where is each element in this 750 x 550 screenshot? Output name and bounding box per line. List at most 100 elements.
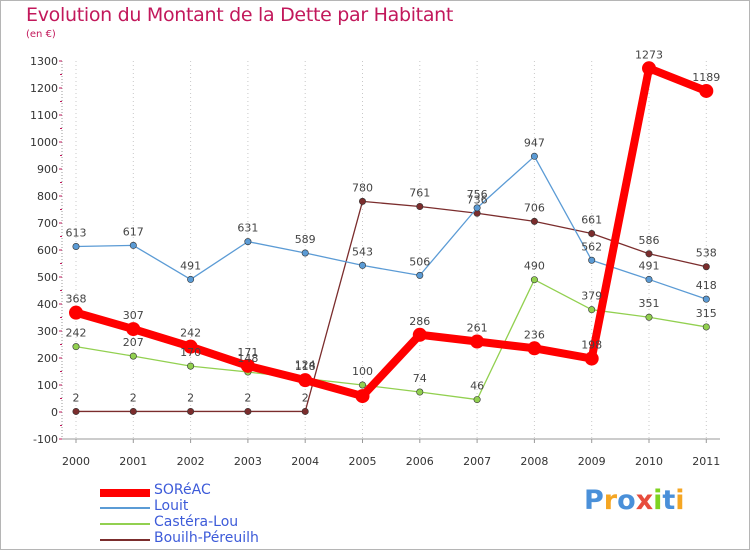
data-label-soreac-2003: 171 (237, 346, 258, 359)
data-point-castera-lou-2005 (358, 381, 366, 389)
data-label-louit-2000: 613 (66, 226, 87, 239)
data-point-soreac-2001 (126, 322, 141, 337)
proxiti-logo: Proxiti (584, 485, 685, 516)
logo-letter: t (662, 485, 676, 516)
y-tick-label: 500 (37, 271, 58, 284)
data-point-bouilh-pereuilh-2011 (702, 263, 710, 271)
data-point-castera-lou-2000 (72, 343, 80, 351)
data-label-louit-2003: 631 (237, 222, 258, 235)
x-tick-label: 2009 (578, 455, 606, 468)
axis-layer: -100 0 100 200 300 400 500 600 700 800 900 1000 1100… (30, 55, 720, 468)
data-label-bouilh-pereuilh-2006: 761 (409, 187, 430, 200)
data-label-soreac-2010: 1273 (635, 48, 663, 61)
data-point-soreac-2003 (240, 358, 255, 373)
series-layer (69, 61, 714, 415)
x-tick-label: 2003 (234, 455, 262, 468)
y-tick-label: 1200 (30, 82, 58, 95)
y-tick-label: 400 (37, 298, 58, 311)
data-label-louit-2011: 418 (696, 279, 717, 292)
data-label-louit-2005: 543 (352, 245, 373, 258)
data-label-castera-lou-2009: 379 (581, 290, 602, 303)
x-tick-label: 2010 (635, 455, 663, 468)
data-label-soreac-2006: 286 (409, 315, 430, 328)
data-point-soreac-2007 (470, 334, 485, 349)
data-point-louit-2008 (530, 152, 538, 160)
logo-letter: r (603, 485, 618, 516)
data-point-louit-2010 (645, 275, 653, 283)
data-label-louit-2004: 589 (295, 233, 316, 246)
x-tick-label: 2005 (349, 455, 377, 468)
y-tick-label: 1000 (30, 136, 58, 149)
y-tick-label: 1100 (30, 109, 58, 122)
data-point-louit-2007 (473, 204, 481, 212)
logo-letter: x (635, 485, 654, 516)
legend-swatch-bouilh-pereuilh (100, 539, 150, 541)
data-point-louit-2011 (702, 295, 710, 303)
data-label-soreac-2001: 307 (123, 309, 144, 322)
data-label-bouilh-pereuilh-2000: 2 (73, 391, 80, 404)
data-point-bouilh-pereuilh-2000 (72, 407, 80, 415)
y-tick-label: 800 (37, 190, 58, 203)
data-label-bouilh-pereuilh-2009: 661 (581, 214, 602, 227)
legend-label-louit: Louit (154, 498, 189, 514)
x-tick-label: 2001 (119, 455, 147, 468)
data-label-castera-lou-2008: 490 (524, 260, 545, 273)
y-tick-label: 1300 (30, 55, 58, 68)
series-line-louit (75, 155, 707, 300)
data-point-louit-2002 (187, 275, 195, 283)
data-label-castera-lou-2010: 351 (639, 297, 660, 310)
data-label-bouilh-pereuilh-2008: 706 (524, 201, 545, 214)
data-point-soreac-2010 (642, 61, 656, 76)
data-label-louit-2008: 947 (524, 136, 545, 149)
data-point-castera-lou-2008 (530, 276, 538, 284)
data-label-castera-lou-2001: 207 (123, 336, 144, 349)
data-label-louit-2006: 506 (409, 255, 430, 268)
data-label-soreac-2000: 368 (66, 293, 87, 306)
data-point-louit-2006 (416, 271, 424, 279)
logo-letter: P (584, 485, 604, 516)
y-tick-label: 0 (51, 406, 58, 419)
data-point-soreac-2004 (298, 373, 313, 388)
data-label-soreac-2007: 261 (467, 322, 488, 335)
data-point-louit-2001 (129, 241, 137, 249)
data-label-bouilh-pereuilh-2003: 2 (244, 391, 251, 404)
data-label-soreac-2008: 236 (524, 328, 545, 341)
data-label-bouilh-pereuilh-2007: 736 (467, 193, 488, 206)
data-label-castera-lou-2004: 124 (295, 359, 316, 372)
legend-label-castera-lou: Castéra-Lou (154, 514, 239, 530)
data-label-louit-2001: 617 (123, 225, 144, 238)
data-point-bouilh-pereuilh-2008 (530, 217, 538, 225)
data-point-castera-lou-2007 (473, 396, 481, 404)
data-label-soreac-2009: 198 (581, 339, 602, 352)
data-point-bouilh-pereuilh-2006 (416, 203, 424, 211)
data-point-louit-2003 (244, 238, 252, 246)
chart-title: Evolution du Montant de la Dette par Hab… (26, 4, 454, 26)
data-point-louit-2004 (301, 249, 309, 257)
data-point-louit-2005 (358, 261, 366, 269)
x-tick-label: 2002 (177, 455, 205, 468)
y-tick-label: 900 (37, 163, 58, 176)
y-tick-label: 100 (37, 379, 58, 392)
data-label-castera-lou-2007: 46 (470, 380, 484, 393)
data-point-soreac-2005 (355, 389, 370, 404)
data-point-louit-2000 (72, 242, 80, 250)
y-tick-label: 300 (37, 325, 58, 338)
y-tick-label: 700 (37, 217, 58, 230)
data-point-bouilh-pereuilh-2009 (588, 230, 596, 238)
data-label-louit-2010: 491 (639, 259, 660, 272)
data-point-bouilh-pereuilh-2010 (645, 250, 653, 258)
legend-label-soreac: SORéAC (154, 482, 211, 498)
data-point-soreac-2011 (699, 83, 714, 98)
data-label-soreac-2011: 1189 (692, 71, 720, 84)
x-tick-label: 2007 (463, 455, 491, 468)
data-label-castera-lou-2011: 315 (696, 307, 717, 320)
data-label-castera-lou-2002: 170 (180, 346, 201, 359)
legend-swatch-louit (100, 507, 150, 509)
data-point-castera-lou-2010 (645, 313, 653, 321)
data-label-bouilh-pereuilh-2001: 2 (130, 391, 137, 404)
data-label-louit-2007: 756 (467, 188, 488, 201)
data-label-louit-2009: 562 (581, 240, 602, 253)
x-tick-label: 2008 (520, 455, 548, 468)
data-point-soreac-2009 (584, 351, 599, 366)
